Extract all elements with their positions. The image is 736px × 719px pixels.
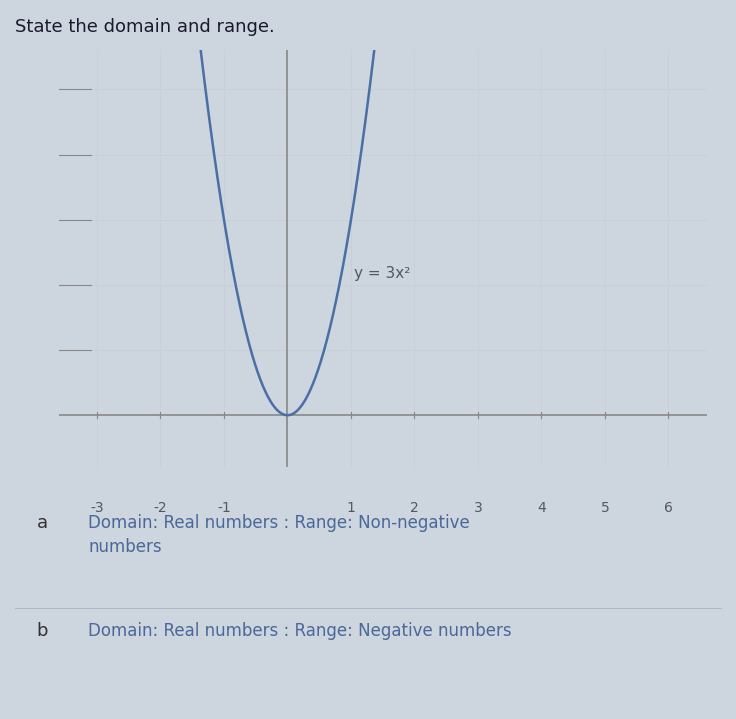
Text: 1: 1	[347, 500, 355, 515]
Text: y = 3x²: y = 3x²	[354, 266, 411, 281]
Text: -3: -3	[91, 500, 104, 515]
Text: a: a	[37, 514, 48, 532]
Text: 5: 5	[601, 500, 609, 515]
Text: 4: 4	[537, 500, 546, 515]
Text: Domain: Real numbers : Range: Negative numbers: Domain: Real numbers : Range: Negative n…	[88, 622, 512, 640]
Text: 2: 2	[410, 500, 419, 515]
Text: Domain: Real numbers : Range: Non-negative
numbers: Domain: Real numbers : Range: Non-negati…	[88, 514, 470, 556]
Text: -1: -1	[217, 500, 231, 515]
Text: b: b	[37, 622, 49, 640]
Text: -2: -2	[154, 500, 167, 515]
Text: 6: 6	[664, 500, 673, 515]
Text: State the domain and range.: State the domain and range.	[15, 18, 275, 36]
Text: 3: 3	[473, 500, 482, 515]
